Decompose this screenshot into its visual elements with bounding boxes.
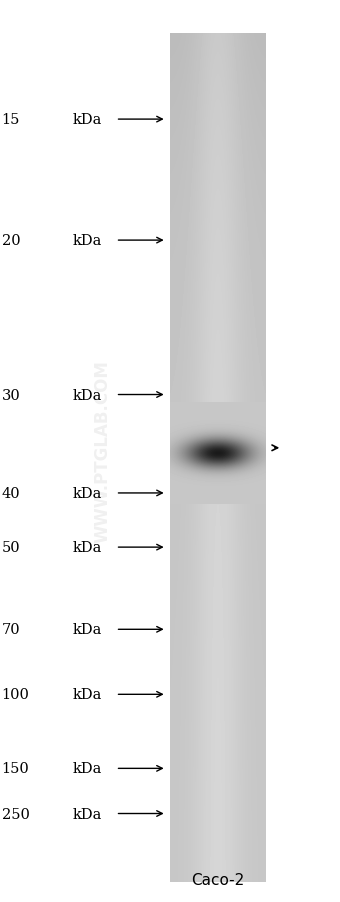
Text: kDa: kDa bbox=[73, 761, 102, 776]
Text: WWW.PTGLAB.COM: WWW.PTGLAB.COM bbox=[93, 360, 111, 542]
Text: kDa: kDa bbox=[73, 234, 102, 248]
Text: kDa: kDa bbox=[73, 540, 102, 555]
Text: 30: 30 bbox=[2, 388, 20, 402]
Text: kDa: kDa bbox=[73, 687, 102, 702]
Text: 150: 150 bbox=[2, 761, 30, 776]
Text: kDa: kDa bbox=[73, 622, 102, 637]
Text: kDa: kDa bbox=[73, 388, 102, 402]
Text: kDa: kDa bbox=[73, 113, 102, 127]
Text: 15: 15 bbox=[2, 113, 20, 127]
Text: 40: 40 bbox=[2, 486, 20, 501]
Text: 20: 20 bbox=[2, 234, 20, 248]
Text: 70: 70 bbox=[2, 622, 20, 637]
Text: 50: 50 bbox=[2, 540, 20, 555]
Text: kDa: kDa bbox=[73, 806, 102, 821]
Text: kDa: kDa bbox=[73, 486, 102, 501]
Text: 100: 100 bbox=[2, 687, 30, 702]
Text: 250: 250 bbox=[2, 806, 30, 821]
Text: Caco-2: Caco-2 bbox=[191, 872, 244, 887]
